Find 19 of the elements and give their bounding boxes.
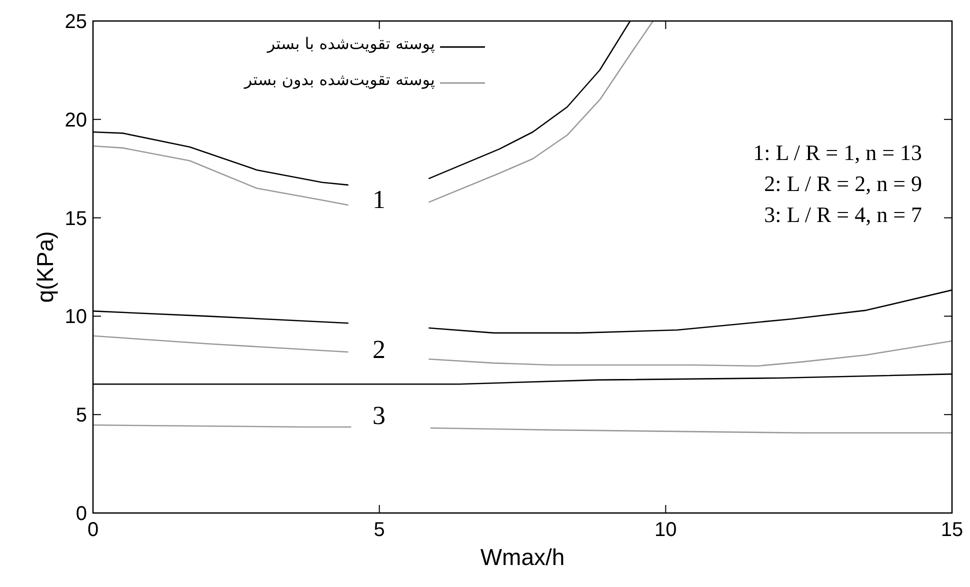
annotation: 2: L / R = 2, n = 9 <box>764 171 922 196</box>
x-tick-label: 10 <box>654 519 677 541</box>
legend-label: پوسته تقویت‌شده با بستر <box>266 34 435 53</box>
x-tick-label: 15 <box>940 519 964 541</box>
y-tick-label: 5 <box>76 404 87 427</box>
annotation: 1 <box>372 185 386 214</box>
y-tick-label: 10 <box>64 306 87 328</box>
annotation: 3: L / R = 4, n = 7 <box>764 202 922 227</box>
y-tick-label: 0 <box>76 503 87 525</box>
y-tick-label: 20 <box>64 109 87 132</box>
legend-label: پوسته تقویت‌شده بدون بستر <box>243 70 435 89</box>
y-axis-title: q(KPa) <box>32 231 58 303</box>
annotation: 3 <box>372 401 386 430</box>
annotation: 1: L / R = 1, n = 13 <box>753 140 922 165</box>
x-axis-title: Wmax/h <box>480 544 565 570</box>
y-tick-label: 25 <box>64 11 87 33</box>
y-tick-label: 15 <box>64 208 87 230</box>
annotation: 2 <box>372 335 386 364</box>
x-tick-label: 5 <box>374 519 385 541</box>
